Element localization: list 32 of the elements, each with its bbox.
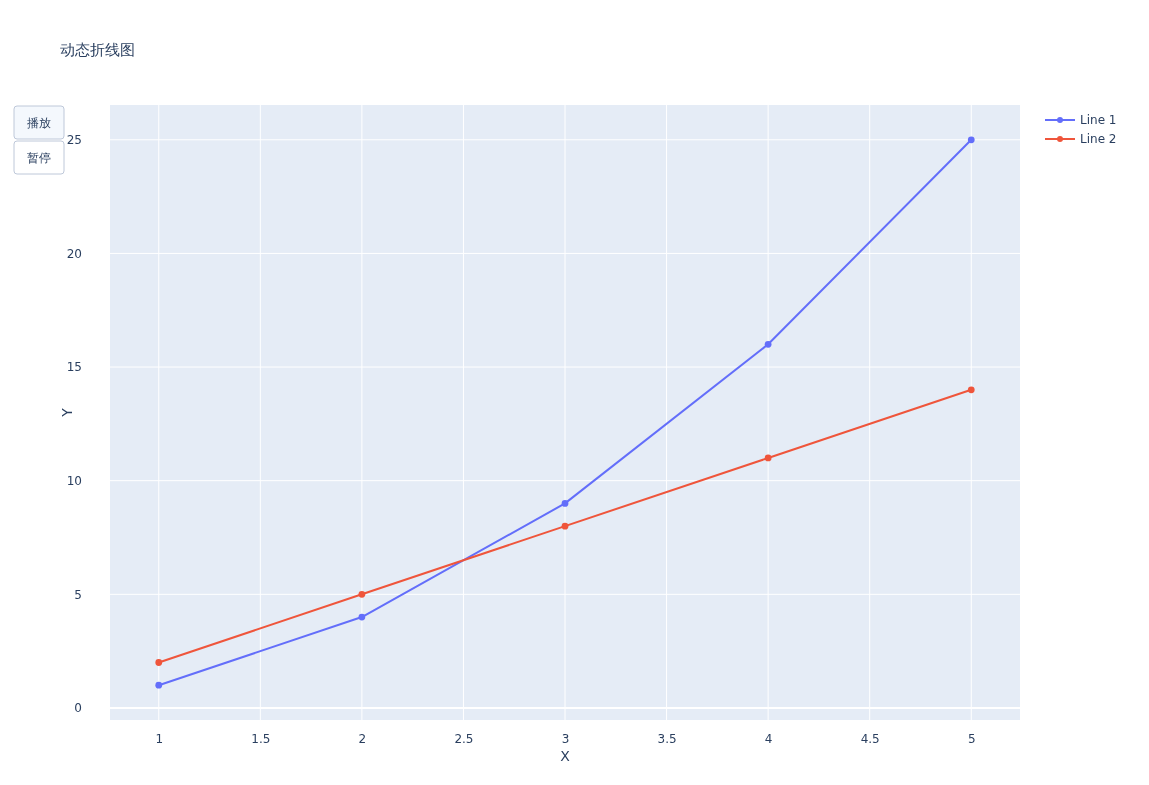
button: 暂停 [13, 140, 65, 175]
point [561, 500, 569, 507]
point [358, 590, 366, 598]
point [561, 522, 569, 530]
x-tick-label: 4 [764, 731, 773, 746]
y-tick-label: 10 [66, 474, 82, 489]
point [358, 613, 366, 621]
x-axis-title: X [560, 748, 571, 764]
y-tick-label: 25 [66, 133, 82, 148]
chart-title: 动态折线图 [60, 41, 135, 59]
legend-label: Line 2 [1080, 132, 1117, 146]
y-tick-label: 20 [66, 246, 82, 261]
x-tick-label: 2 [358, 731, 367, 746]
x-tick-label: 2.5 [454, 731, 474, 746]
y-tick-label: 5 [74, 587, 82, 602]
point [967, 136, 975, 144]
point [967, 386, 975, 394]
y-axis-title: Y [59, 407, 75, 418]
y-tick-label: 15 [66, 360, 82, 375]
x-tick-label: 4.5 [860, 731, 880, 746]
button: 播放 [13, 105, 65, 140]
x-tick-label: 3 [561, 731, 570, 746]
x-tick-label: 3.5 [657, 731, 677, 746]
point [155, 681, 163, 689]
legend-label: Line 1 [1080, 113, 1117, 127]
point [155, 659, 163, 666]
point [764, 454, 772, 462]
y-tick-label: 0 [74, 701, 82, 716]
x-tick-label: 1.5 [251, 731, 271, 746]
x-tick-label: 5 [967, 731, 976, 746]
x-tick-label: 1 [155, 731, 164, 746]
point [764, 340, 772, 348]
